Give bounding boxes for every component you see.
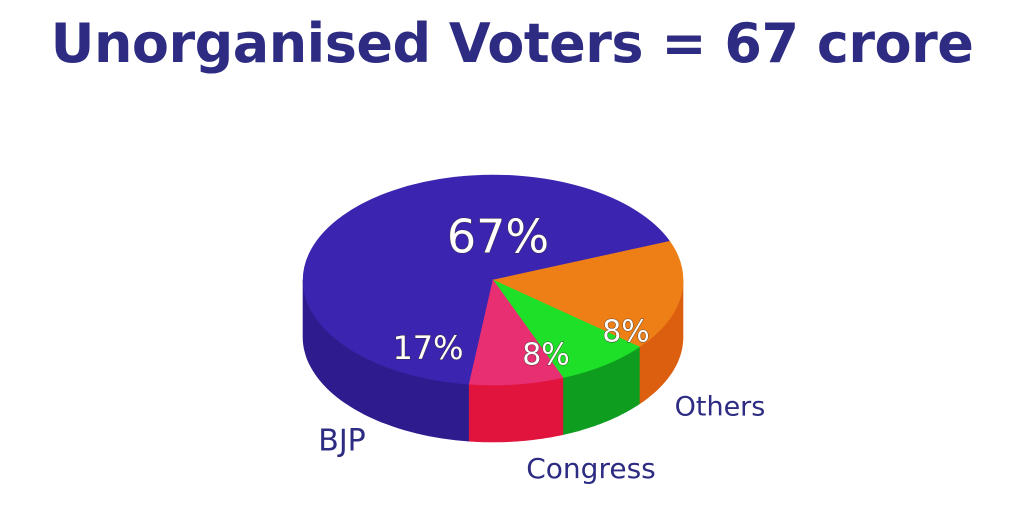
data-label-others: 8% [602,315,650,350]
category-label-others: Others [675,392,766,423]
data-label-bjp: 17% [392,329,463,367]
category-label-congress: Congress [526,452,656,485]
pie-side-others [468,377,564,443]
data-label-slice-0: 67% [447,210,549,264]
pie-sides [302,279,684,443]
pie-slice-others [468,279,564,386]
pie-slice-congress [492,279,641,378]
pie-labels: 67% 17% 8% 8% BJP Congress Others [318,209,766,485]
chart-title: Unorganised Voters = 67 crore [50,12,974,75]
pie-slices [302,174,684,386]
data-label-congress: 8% [522,338,570,373]
category-label-bjp: BJP [318,424,366,459]
pie-slice-slice-0 [302,174,671,385]
pie-slice-bjp [492,240,684,348]
